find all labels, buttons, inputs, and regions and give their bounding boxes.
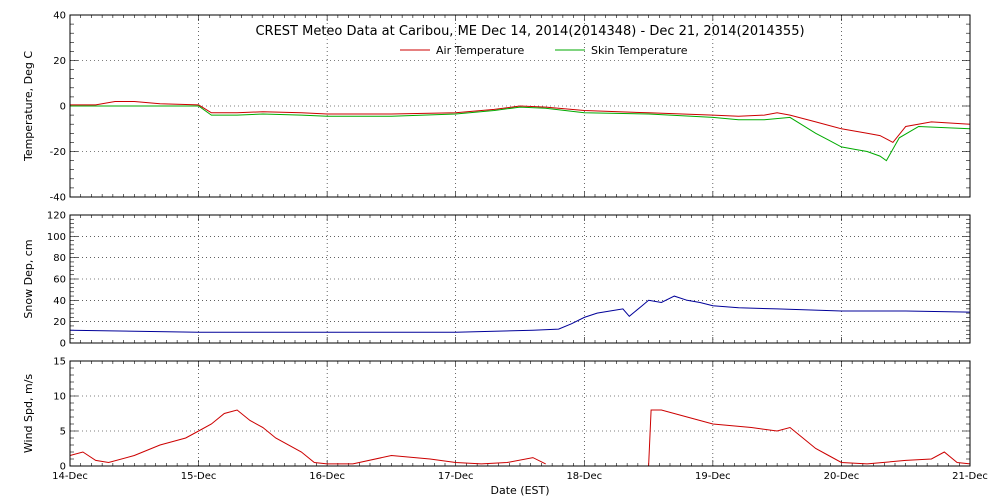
y-tick-label: -40 [50,193,66,204]
x-tick-label: 21-Dec [952,471,988,482]
y-tick-label: 100 [47,232,66,243]
panel-snow-depth: 0 20 40 60 80 100 120 Snow Dep, cm [22,211,971,350]
series-line-air-temperature [70,101,971,144]
panel-temperature: -40 -20 0 20 40 Temperature, Deg C [22,11,971,204]
panel-wind-speed: 0 5 10 15 Wind Spd, m/s [22,357,971,473]
y-tick-label: 0 [60,462,66,473]
series-line-skin-temperature [70,105,971,162]
x-tick-label: 20-Dec [824,471,860,482]
y-tick-label: 0 [60,339,66,350]
y-tick-label: -20 [50,147,66,158]
chart-legend: Air Temperature Skin Temperature [400,44,688,57]
x-tick-label: 15-Dec [181,471,217,482]
y-tick-label: 40 [53,11,66,22]
y-tick-label: 20 [53,56,66,67]
series-line-wind-speed [648,409,971,467]
chart-title: CREST Meteo Data at Caribou, ME Dec 14, … [255,24,804,39]
y-axis-title: Snow Dep, cm [22,239,35,318]
series-line-wind-speed [69,409,546,465]
y-axis-title: Temperature, Deg C [22,51,35,162]
y-tick-label: 20 [53,317,66,328]
y-tick-label: 120 [47,211,66,222]
x-tick-label: 16-Dec [309,471,345,482]
y-tick-label: 60 [53,275,66,286]
legend-label-air-temperature: Air Temperature [436,44,525,57]
series-line-snow-depth [69,295,971,333]
panel-frame [69,214,971,344]
x-axis-title: Date (EST) [490,484,549,497]
y-axis-title: Wind Spd, m/s [22,374,35,454]
legend-label-skin-temperature: Skin Temperature [591,44,688,57]
x-tick-label: 14-Dec [52,471,88,482]
panel-frame [69,360,971,467]
y-tick-label: 15 [53,357,66,368]
x-tick-label: 18-Dec [566,471,602,482]
y-tick-label: 0 [60,102,66,113]
panel-frame [69,14,971,198]
y-tick-label: 5 [60,427,66,438]
x-tick-label: 19-Dec [695,471,731,482]
x-tick-label: 17-Dec [438,471,474,482]
y-tick-label: 40 [53,296,66,307]
x-axis-labels: 14-Dec 15-Dec 16-Dec 17-Dec 18-Dec 19-Dec 20-D… [52,471,988,482]
y-tick-label: 80 [53,253,66,264]
y-tick-label: 10 [53,392,66,403]
